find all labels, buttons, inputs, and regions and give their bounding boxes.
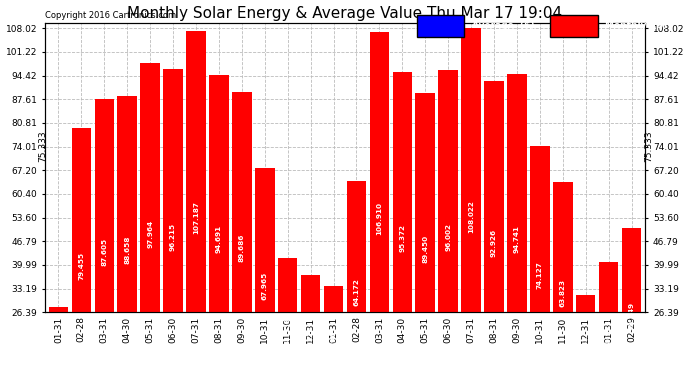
- Text: 88.658: 88.658: [124, 236, 130, 264]
- Bar: [507, 75, 526, 375]
- Bar: [232, 92, 252, 375]
- Text: Average  ($): Average ($): [472, 21, 534, 30]
- Text: 75.333: 75.333: [644, 131, 653, 162]
- Bar: [438, 70, 458, 375]
- Text: 50.549: 50.549: [629, 302, 635, 330]
- Bar: [622, 228, 641, 375]
- Text: 33.896: 33.896: [331, 331, 337, 359]
- Text: 37.214: 37.214: [308, 326, 314, 353]
- Text: 95.372: 95.372: [400, 224, 405, 252]
- Text: 96.215: 96.215: [170, 223, 176, 251]
- Bar: [95, 99, 114, 375]
- Text: 89.450: 89.450: [422, 234, 428, 262]
- Bar: [301, 274, 320, 375]
- Bar: [370, 32, 389, 375]
- Bar: [186, 31, 206, 375]
- Bar: [117, 96, 137, 375]
- Bar: [278, 258, 297, 375]
- Text: 63.823: 63.823: [560, 279, 566, 307]
- Bar: [393, 72, 412, 375]
- Text: 94.691: 94.691: [216, 225, 222, 254]
- Text: 79.455: 79.455: [79, 252, 84, 280]
- Text: 108.022: 108.022: [468, 200, 474, 232]
- Bar: [462, 28, 481, 375]
- Title: Monthly Solar Energy & Average Value Thu Mar 17 19:04: Monthly Solar Energy & Average Value Thu…: [128, 6, 562, 21]
- Text: 40.933: 40.933: [606, 319, 611, 347]
- Bar: [140, 63, 160, 375]
- Text: 75.333: 75.333: [38, 131, 47, 162]
- Text: 27.986: 27.986: [55, 341, 61, 369]
- FancyBboxPatch shape: [551, 15, 598, 37]
- Bar: [164, 69, 183, 375]
- Bar: [72, 128, 91, 375]
- Bar: [553, 182, 573, 375]
- Bar: [484, 81, 504, 375]
- Text: 107.187: 107.187: [193, 201, 199, 234]
- Text: 31.442: 31.442: [582, 336, 589, 363]
- Text: 92.926: 92.926: [491, 228, 497, 256]
- Bar: [209, 75, 228, 375]
- Text: 87.605: 87.605: [101, 238, 108, 266]
- Text: 106.910: 106.910: [376, 202, 382, 235]
- Bar: [530, 146, 550, 375]
- Bar: [576, 295, 595, 375]
- Text: Monthly  ($): Monthly ($): [605, 21, 668, 30]
- Bar: [415, 93, 435, 375]
- Text: 74.127: 74.127: [537, 261, 543, 289]
- Bar: [324, 286, 344, 375]
- Text: 97.964: 97.964: [147, 220, 153, 248]
- Bar: [599, 262, 618, 375]
- Bar: [255, 168, 275, 375]
- Text: 89.686: 89.686: [239, 234, 245, 262]
- Text: 67.965: 67.965: [262, 272, 268, 300]
- FancyBboxPatch shape: [417, 15, 464, 37]
- Bar: [346, 181, 366, 375]
- Text: 94.741: 94.741: [514, 225, 520, 253]
- Text: 64.172: 64.172: [353, 279, 359, 306]
- Text: 96.002: 96.002: [445, 223, 451, 251]
- Text: Copyright 2016 Cartronics.com: Copyright 2016 Cartronics.com: [45, 11, 176, 20]
- Text: 41.959: 41.959: [285, 317, 290, 345]
- Bar: [49, 307, 68, 375]
